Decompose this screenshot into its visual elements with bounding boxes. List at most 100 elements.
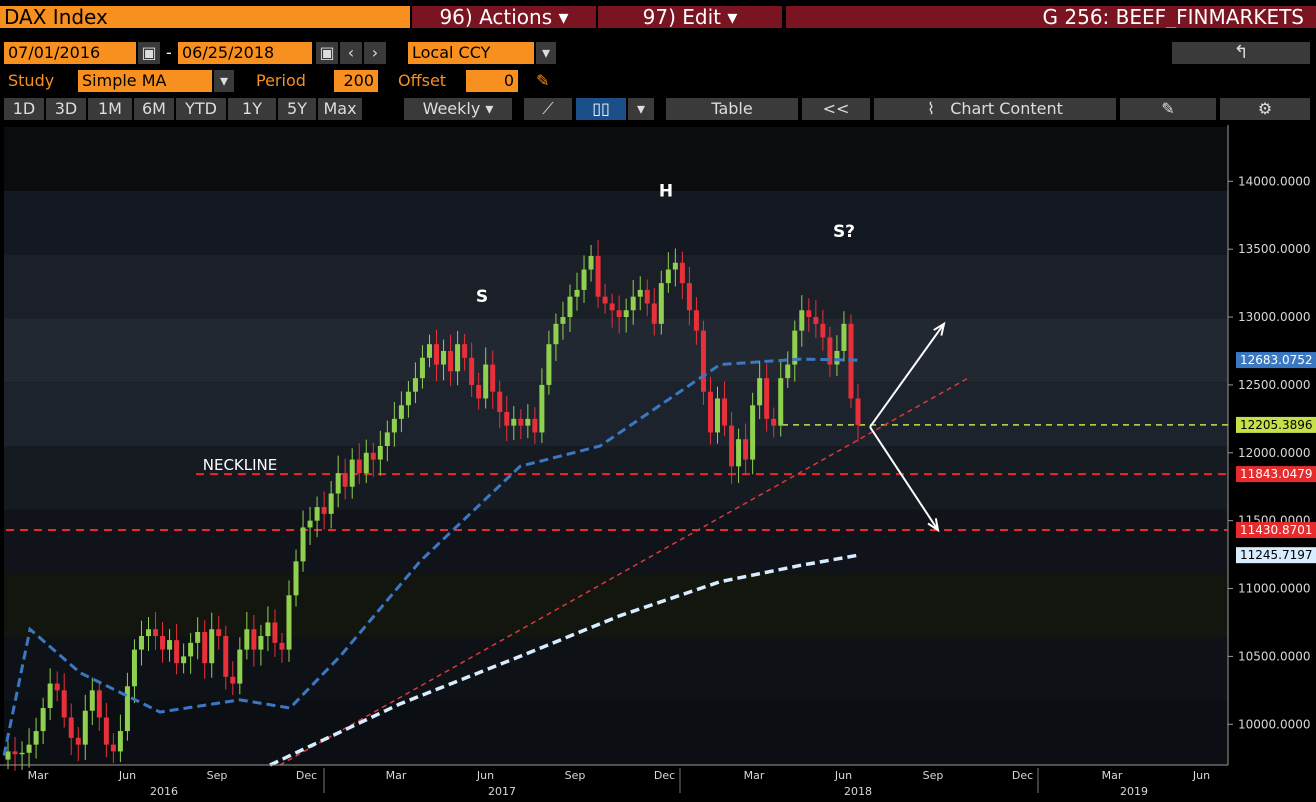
range-button-5y[interactable]: 5Y xyxy=(278,98,316,120)
candle xyxy=(743,439,749,460)
table-button[interactable]: Table xyxy=(666,98,798,120)
x-month-label: Dec xyxy=(654,769,675,782)
candle xyxy=(230,676,236,684)
calendar-icon[interactable]: ▣ xyxy=(316,42,338,64)
end-date-input[interactable]: 06/25/2018 xyxy=(178,42,312,64)
chart-content-button[interactable]: ⌇ Chart Content xyxy=(874,98,1116,120)
currency-select[interactable]: Local CCY xyxy=(408,42,534,64)
price-marker xyxy=(1236,522,1316,539)
candle xyxy=(630,296,636,311)
candle xyxy=(244,629,250,650)
calendar-icon[interactable]: ▣ xyxy=(138,42,160,64)
candle xyxy=(504,412,510,426)
candle xyxy=(644,289,650,304)
candle xyxy=(356,459,362,474)
period-input[interactable]: 200 xyxy=(334,70,378,92)
pencil-icon[interactable]: ✎ xyxy=(536,71,550,90)
dashed-levels xyxy=(6,377,1228,766)
annotate-icon[interactable]: ✎ xyxy=(1120,98,1216,120)
x-month-label: Jun xyxy=(118,769,136,782)
price-chart[interactable]: 14000.0000 13500.0000 13000.0000 12500.0000… xyxy=(0,125,1316,802)
up-arrow-head xyxy=(933,321,946,336)
range-button-1m[interactable]: 1M xyxy=(88,98,132,120)
candle xyxy=(497,391,503,413)
candle xyxy=(419,357,425,379)
candle xyxy=(441,350,447,365)
candle xyxy=(138,636,144,650)
price-marker xyxy=(1236,547,1316,564)
left-shoulder-label: S xyxy=(476,287,488,307)
candle xyxy=(785,364,791,379)
range-button-ytd[interactable]: YTD xyxy=(176,98,226,120)
candle xyxy=(153,629,159,637)
candle xyxy=(265,622,271,637)
background-band xyxy=(4,509,1228,574)
candle xyxy=(384,432,390,446)
range-button-max[interactable]: Max xyxy=(318,98,362,120)
actions-label: 96) Actions xyxy=(439,6,553,28)
x-month-label: Sep xyxy=(923,769,944,782)
study-select[interactable]: Simple MA xyxy=(78,70,212,92)
price-marker-label: 11843.0479 xyxy=(1240,467,1313,481)
range-button-1y[interactable]: 1Y xyxy=(228,98,276,120)
candle xyxy=(300,527,306,562)
chevron-down-icon[interactable]: ▾ xyxy=(628,98,654,120)
start-date-input[interactable]: 07/01/2016 xyxy=(4,42,136,64)
line-chart-icon[interactable]: ⟋ xyxy=(524,98,572,120)
candle xyxy=(12,751,18,755)
gear-icon[interactable]: ⚙ xyxy=(1220,98,1310,120)
candle xyxy=(54,683,60,691)
candle xyxy=(574,289,580,297)
candle xyxy=(145,629,151,637)
candle xyxy=(103,717,109,745)
price-marker-label: 11245.7197 xyxy=(1240,548,1313,562)
candle xyxy=(820,323,826,338)
range-button-6m[interactable]: 6M xyxy=(134,98,174,120)
candle xyxy=(202,631,208,664)
actions-menu[interactable]: 96) Actions ▾ xyxy=(412,6,596,28)
candle xyxy=(117,731,123,752)
candle xyxy=(813,317,819,324)
candle xyxy=(272,622,278,643)
price-marker xyxy=(1236,416,1316,433)
candle xyxy=(827,337,833,365)
x-month-label: Jun xyxy=(834,769,852,782)
candle xyxy=(757,378,763,406)
candle xyxy=(131,649,137,687)
candle xyxy=(68,717,74,738)
range-button-3d[interactable]: 3D xyxy=(46,98,86,120)
chevron-down-icon[interactable]: ▾ xyxy=(214,70,234,92)
candle xyxy=(609,303,615,311)
candle xyxy=(349,459,355,487)
x-month-label: Dec xyxy=(1012,769,1033,782)
frequency-select[interactable]: Weekly ▾ xyxy=(404,98,512,120)
y-tick-label: 12000.0000 xyxy=(1238,446,1311,460)
candle xyxy=(469,357,475,385)
trendline xyxy=(279,377,969,766)
candle xyxy=(553,323,559,345)
candle xyxy=(511,418,517,426)
page-title: G 256: BEEF_FINMARKETS xyxy=(786,6,1316,28)
collapse-button[interactable]: << xyxy=(802,98,870,120)
security-field[interactable]: DAX Index xyxy=(0,6,410,28)
y-tick-label: 13500.0000 xyxy=(1238,242,1311,256)
price-marker-label: 11430.8701 xyxy=(1240,523,1313,537)
x-year-label: 2017 xyxy=(488,785,516,798)
candle xyxy=(722,398,728,426)
offset-input[interactable]: 0 xyxy=(466,70,518,92)
candle xyxy=(623,310,629,318)
range-button-1d[interactable]: 1D xyxy=(4,98,44,120)
chevron-down-icon[interactable]: ▾ xyxy=(536,42,556,64)
candlestick-icon[interactable]: ▯▯ xyxy=(576,98,626,120)
chart-content-icon: ⌇ xyxy=(927,99,935,118)
back-arrow-icon[interactable]: ↰ xyxy=(1172,42,1310,64)
price-markers: 12683.0752 12205.3896 11843.0479 11430.8701… xyxy=(1236,352,1316,564)
candle xyxy=(855,398,861,425)
edit-menu[interactable]: 97) Edit ▾ xyxy=(598,6,782,28)
candle xyxy=(707,391,713,433)
background-band xyxy=(4,573,1228,638)
y-tick-label: 14000.0000 xyxy=(1238,174,1311,188)
prev-arrow-icon[interactable]: ‹ xyxy=(340,42,362,64)
next-arrow-icon[interactable]: › xyxy=(364,42,386,64)
study-label: Study xyxy=(8,71,55,90)
